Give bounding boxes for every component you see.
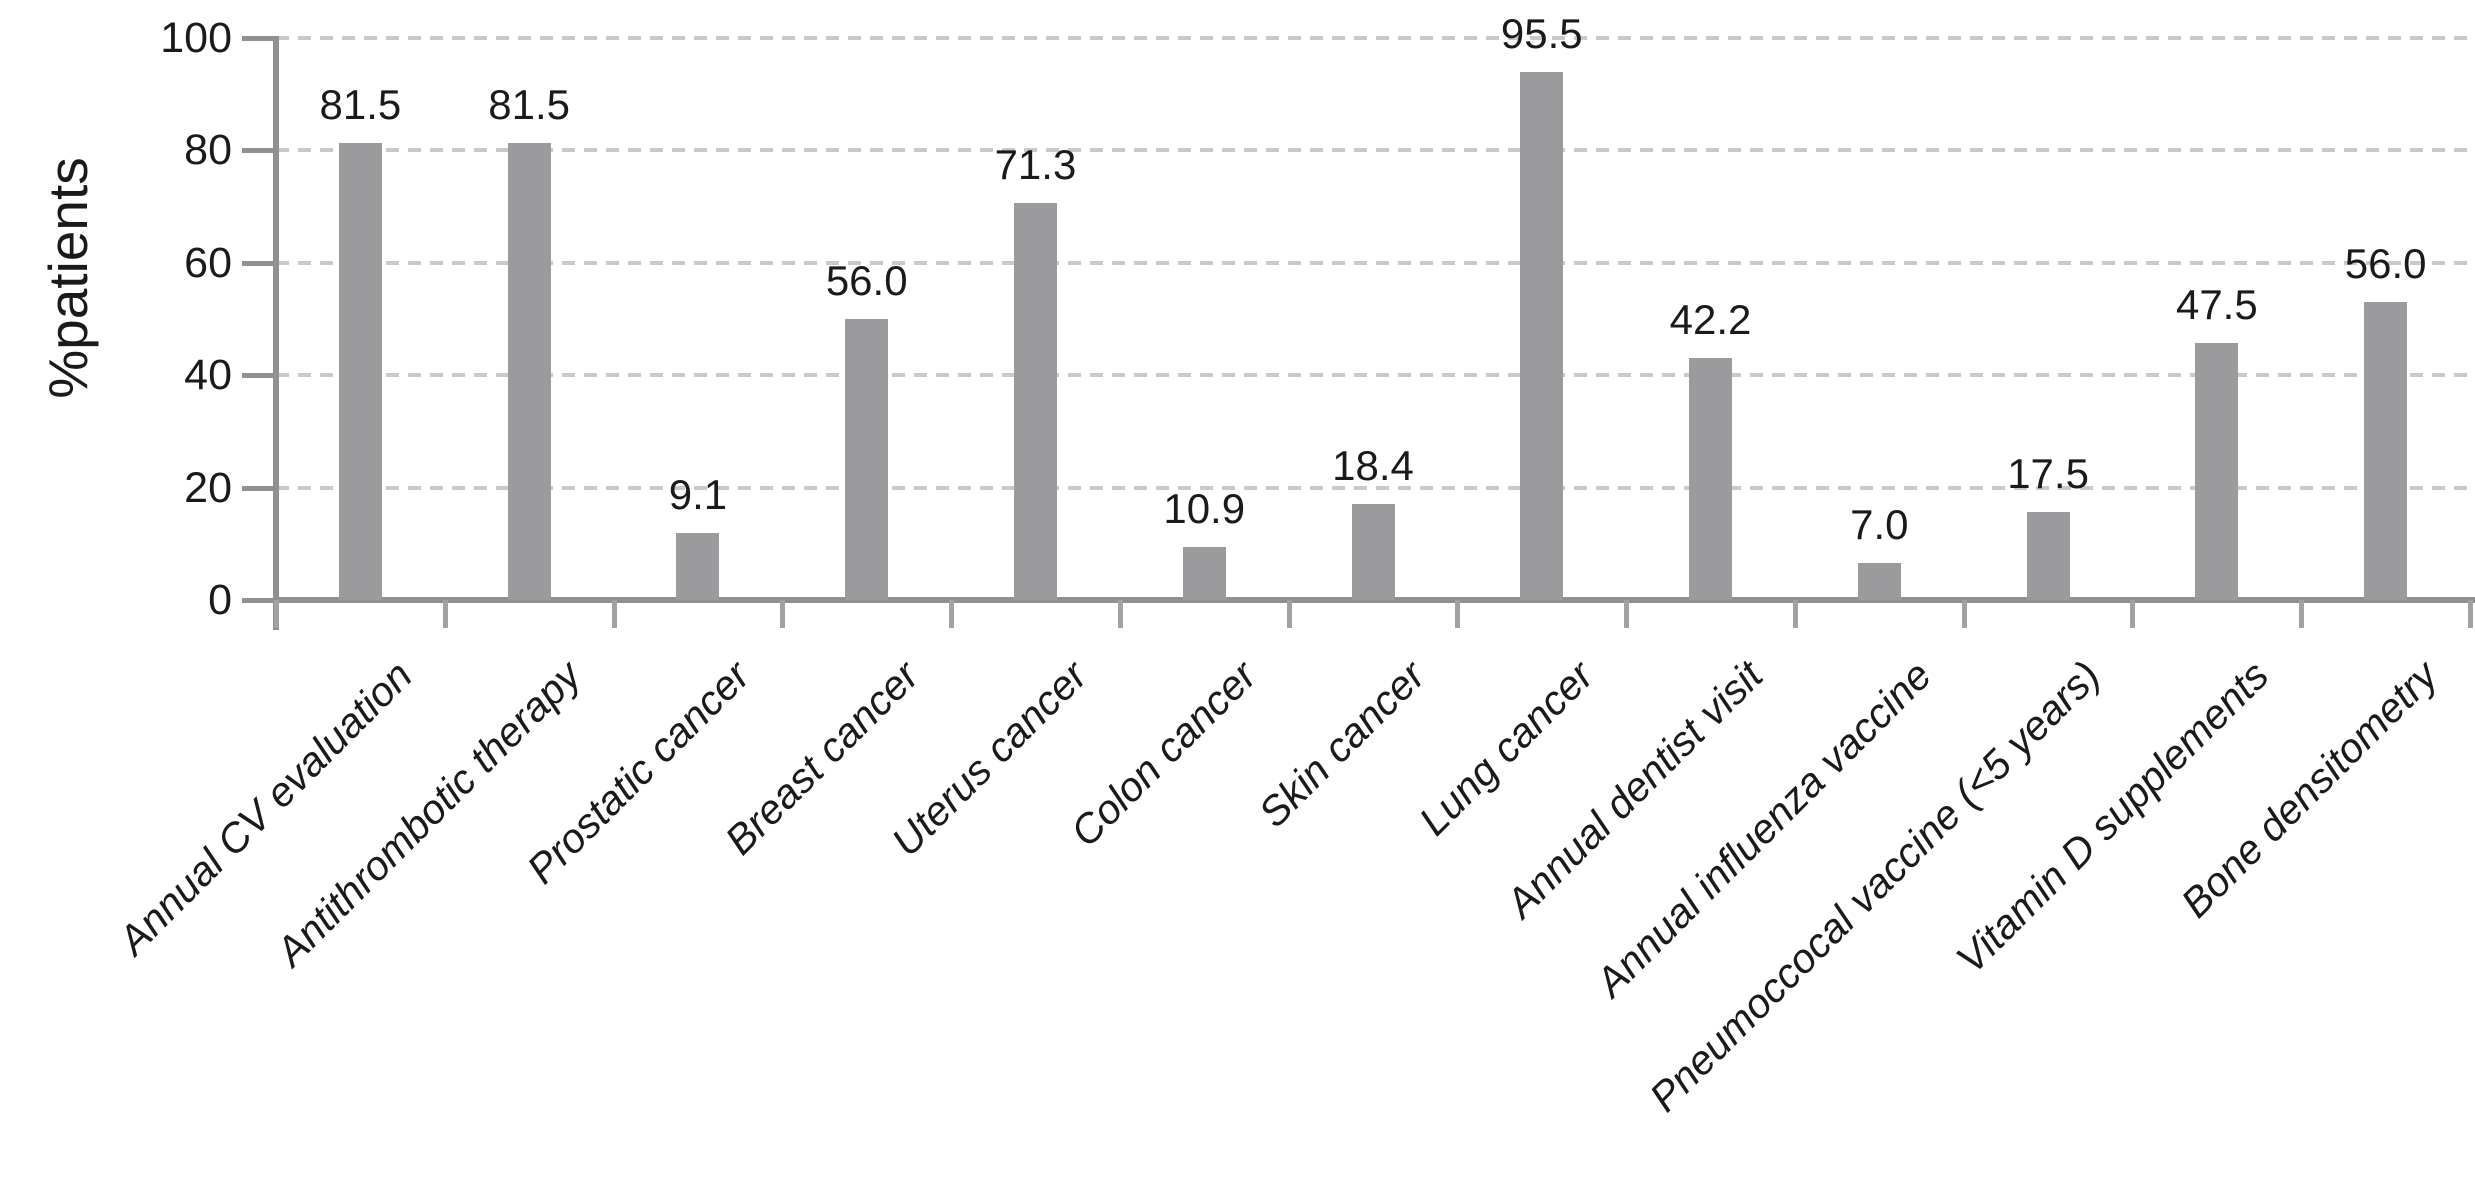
bar-3 (676, 532, 720, 600)
bar-9 (1689, 358, 1733, 600)
x-category-label-2: Antithrombotic therapy (267, 652, 590, 975)
bar-12 (2195, 343, 2239, 600)
x-tick-boundary-6 (1286, 600, 1292, 628)
x-tick-boundary-4 (949, 600, 955, 628)
x-tick-boundary-7 (1455, 600, 1461, 628)
y-tick-40 (242, 373, 274, 379)
bar-4 (845, 319, 889, 600)
x-category-label-7: Skin cancer (1249, 652, 1434, 837)
bar-value-label-13: 56.0 (2344, 240, 2427, 288)
bar-value-label-12: 47.5 (2175, 281, 2258, 329)
y-tick-label-60: 60 (184, 238, 232, 287)
bar-11 (2026, 511, 2070, 600)
x-tick-boundary-12 (2299, 600, 2305, 628)
x-category-label-10: Annual influenza vaccine (1586, 652, 1940, 1006)
gridline-100 (276, 36, 2475, 40)
y-axis-title: %patients (37, 157, 99, 399)
x-tick-boundary-3 (780, 600, 786, 628)
x-tick-boundary-11 (2130, 600, 2136, 628)
y-tick-0 (242, 598, 274, 603)
x-tick-boundary-2 (611, 600, 617, 628)
bar-value-label-6: 10.9 (1163, 484, 1246, 532)
bar-1 (338, 143, 382, 600)
bar-value-label-10: 7.0 (1850, 501, 1909, 549)
gridline-20 (276, 485, 2475, 490)
y-tick-20 (242, 485, 274, 491)
bar-value-label-2: 81.5 (488, 81, 571, 129)
x-tick-boundary-8 (1624, 600, 1630, 628)
bar-8 (1520, 71, 1564, 600)
y-tick-80 (242, 148, 274, 154)
bar-6 (1182, 546, 1226, 600)
bar-value-label-1: 81.5 (319, 81, 402, 129)
bar-value-label-4: 56.0 (825, 257, 908, 304)
x-axis-line (273, 597, 2475, 603)
gridline-40 (276, 373, 2475, 378)
bar-value-label-8: 95.5 (1500, 9, 1583, 57)
x-category-label-1: Annual CV evaluation (109, 652, 421, 964)
bar-value-label-9: 42.2 (1669, 296, 1752, 344)
bar-value-label-7: 18.4 (1332, 442, 1414, 490)
x-category-label-8: Lung cancer (1410, 652, 1603, 845)
bar-value-label-11: 17.5 (2007, 449, 2089, 497)
y-axis-line (273, 36, 279, 630)
x-tick-boundary-10 (1961, 600, 1967, 628)
gridline-60 (276, 260, 2475, 265)
x-tick-boundary-13 (2468, 600, 2473, 628)
x-tick-boundary-1 (442, 600, 448, 628)
bar-13 (2364, 302, 2408, 600)
y-tick-label-100: 100 (160, 14, 232, 62)
y-tick-100 (242, 36, 274, 41)
bar-10 (1857, 563, 1901, 600)
bar-value-label-3: 9.1 (668, 470, 728, 518)
bar-7 (1351, 504, 1395, 600)
bar-5 (1013, 203, 1057, 600)
y-tick-label-80: 80 (184, 126, 232, 175)
x-tick-boundary-0 (274, 600, 279, 628)
x-tick-boundary-9 (1792, 600, 1798, 628)
gridline-80 (276, 148, 2475, 153)
bar-value-label-5: 71.3 (994, 141, 1077, 189)
x-tick-boundary-5 (1117, 600, 1123, 628)
bar-2 (507, 143, 551, 600)
y-tick-label-0: 0 (208, 576, 232, 624)
y-tick-60 (242, 260, 274, 266)
y-tick-label-20: 20 (184, 463, 232, 512)
x-category-label-12: Vitamin D supplements (1947, 652, 2278, 983)
y-tick-label-40: 40 (184, 351, 232, 400)
